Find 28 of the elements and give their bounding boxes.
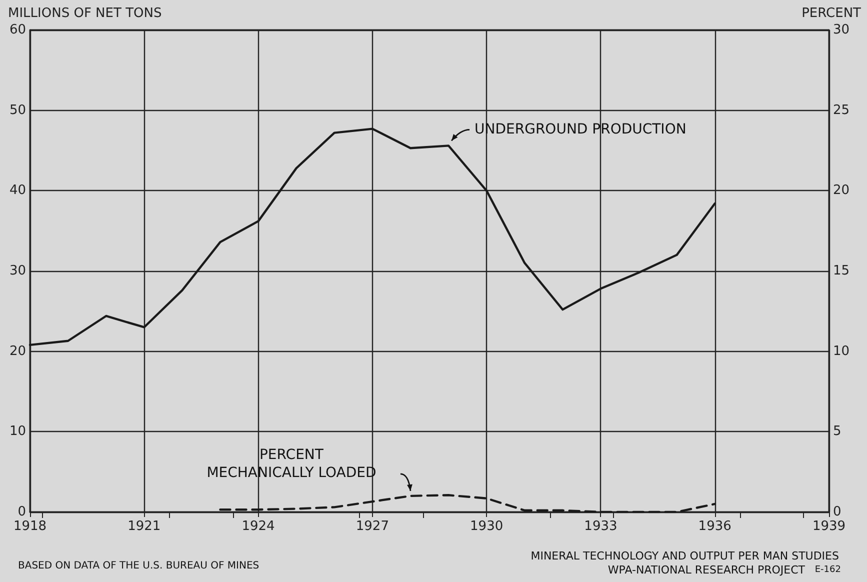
y2-tick-label: 10: [833, 344, 850, 359]
x-tick-label: 1927: [356, 519, 389, 534]
y2-tick-label: 25: [833, 102, 850, 118]
x-tick-label: 1930: [470, 519, 504, 534]
y2-tick-label: 15: [833, 264, 850, 278]
y-axis-title: MILLIONS OF NET TONS: [8, 6, 162, 21]
y-tick-label: 60: [9, 22, 26, 38]
x-tick-label: 1936: [698, 519, 732, 534]
x-tick-label: 1933: [584, 519, 618, 534]
y2-tick-label: 30: [833, 22, 850, 38]
text: WPA-NATIONAL RESEARCH PROJECT: [608, 564, 806, 576]
y-tick-label: 20: [9, 344, 26, 359]
y-tick-label: 30: [9, 264, 26, 278]
y-tick-label: 40: [9, 183, 26, 198]
x-tick-label: 1921: [128, 519, 161, 534]
x-tick-label: 1918: [13, 519, 47, 534]
y-tick-label: 0: [18, 504, 26, 520]
y2-tick-label: 0: [833, 504, 842, 520]
y2-axis-title: PERCENT: [802, 6, 862, 21]
x-tick-label: 1924: [242, 519, 275, 534]
y2-tick-label: 20: [833, 183, 850, 198]
text: MINERAL TECHNOLOGY AND OUTPUT PER MAN STUDIES: [530, 550, 840, 562]
text: BASED ON DATA OF THE U.S. BUREAU OF MINES: [18, 560, 260, 572]
y2-tick-label: 5: [833, 424, 842, 440]
y-tick-label: 10: [9, 424, 26, 440]
x-tick-label: 1939: [812, 519, 846, 534]
y-tick-label: 50: [9, 102, 26, 118]
text: E-162: [814, 565, 841, 575]
